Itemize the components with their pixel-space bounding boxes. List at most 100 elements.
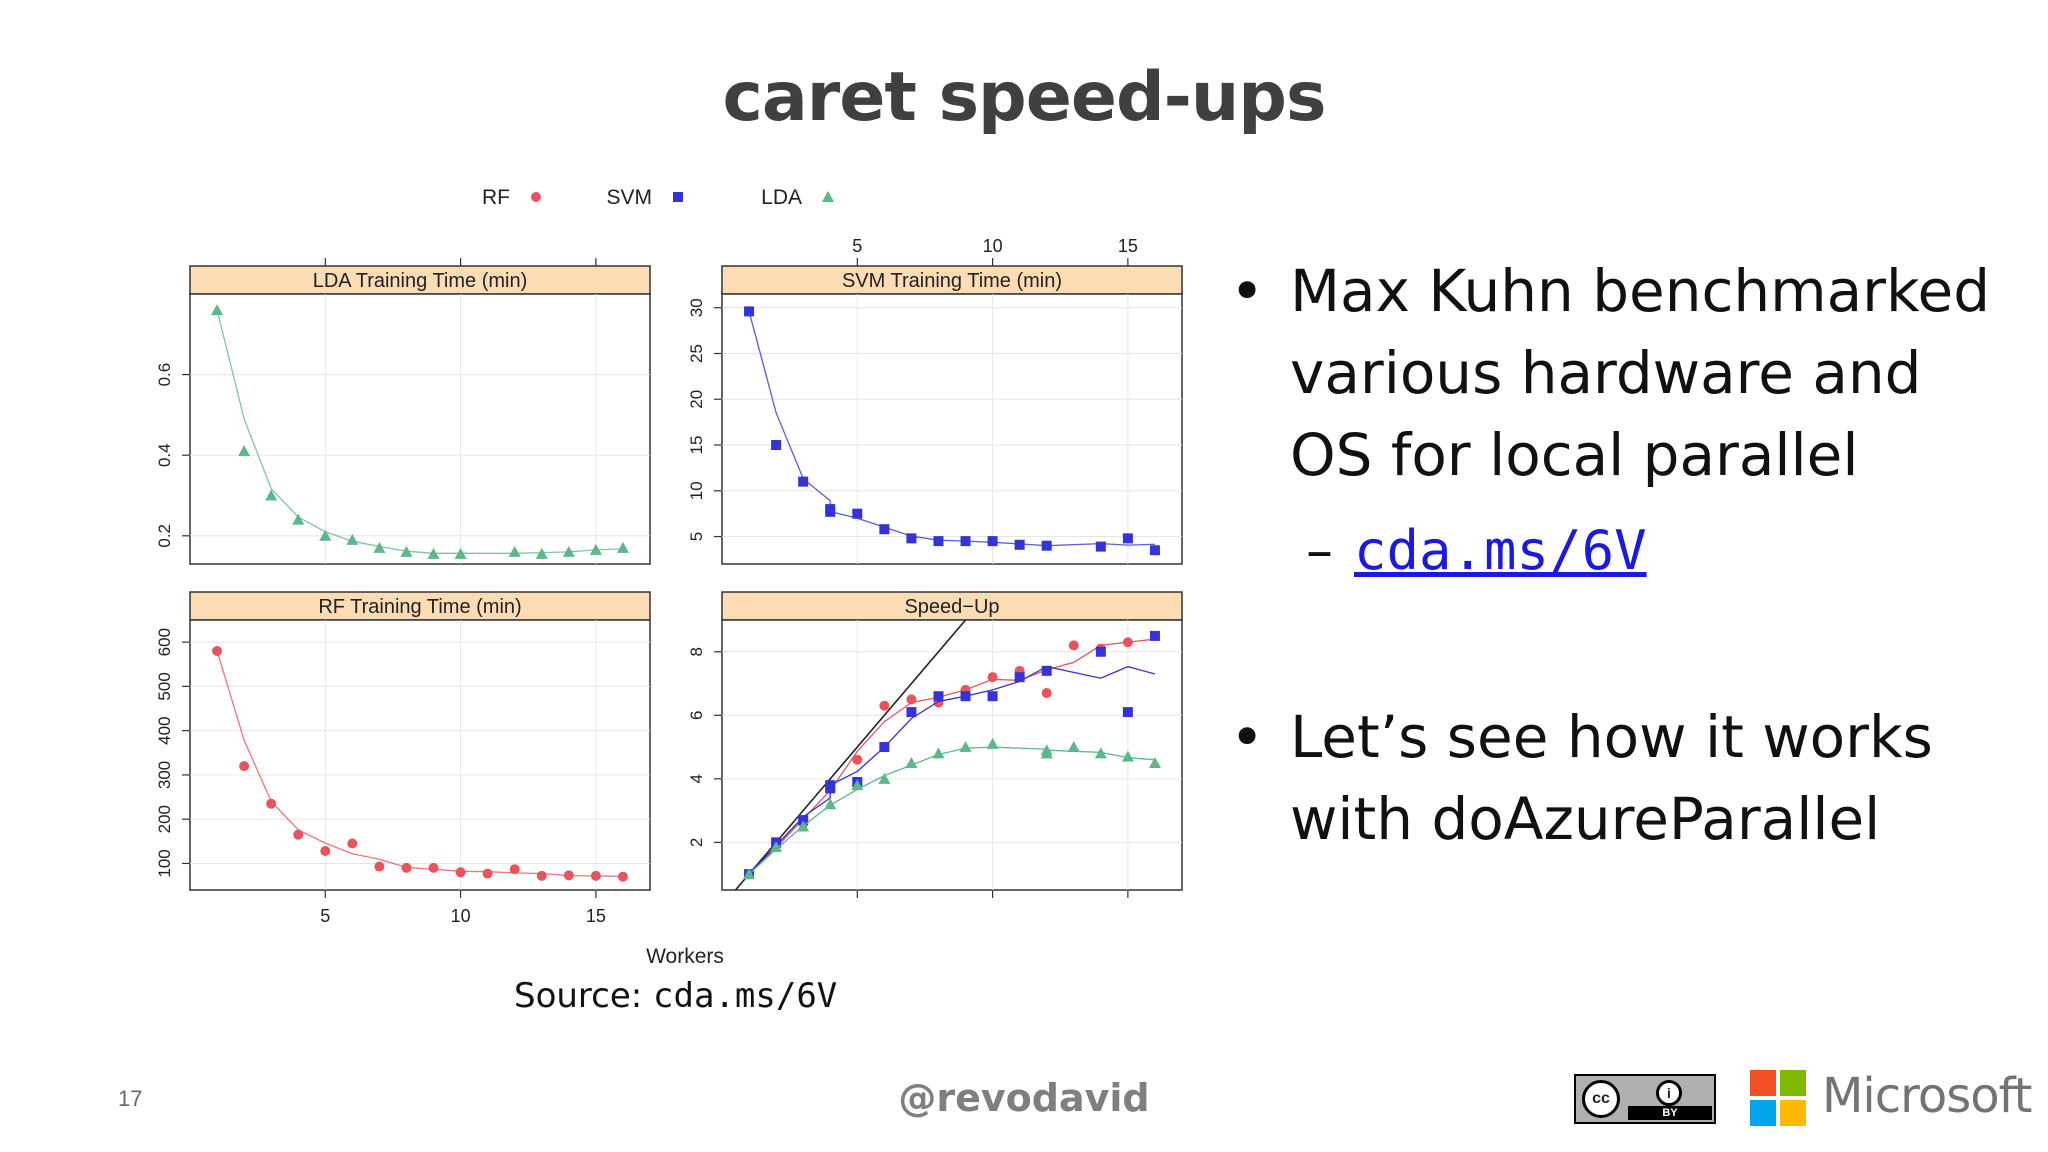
data-point [266,798,277,809]
bullet-list: • Max Kuhn benchmarked various hardware … [1230,250,2020,860]
data-point [1040,747,1053,759]
data-point [239,761,250,772]
logo-square [1780,1100,1806,1126]
data-point [617,871,628,882]
y-tick-label: 500 [155,672,174,700]
data-point [960,691,971,702]
panel-title: SVM Training Time (min) [842,270,1062,292]
data-point [1149,630,1160,641]
data-point [932,747,945,759]
data-point [905,756,918,768]
data-point [1122,637,1133,648]
source-label: Source: [514,976,654,1016]
series-line [748,638,1155,875]
logo-square [1750,1070,1776,1096]
data-point [825,506,836,517]
data-point [743,868,756,880]
data-point [536,870,547,881]
y-tick-label: 8 [687,647,706,656]
data-point [824,798,837,810]
cc-by-license-icon: cc i BY [1574,1074,1716,1124]
sub-bullet-dash: – [1306,519,1333,582]
benchmark-link[interactable]: cda.ms/6V [1354,519,1647,582]
data-point [798,815,809,826]
data-point [1068,640,1079,651]
speedup-figure: RF SVM LDA LDA Training Time (min) 0.2 0.4 0.6… [155,186,1183,968]
data-point [238,445,251,457]
legend-marker [822,191,834,202]
cc-icon: cc [1582,1080,1620,1118]
data-point [770,841,783,853]
twitter-handle: @revodavid [898,1076,1150,1120]
y-tick-label: 2 [687,838,706,847]
data-point [852,754,863,765]
y-tick-label: 0.6 [155,363,174,387]
data-point [508,545,521,557]
data-point [797,820,810,832]
x-tick-label: 5 [852,236,862,256]
data-point [401,862,412,873]
series-line [748,311,1155,547]
data-point [879,524,890,535]
data-point [563,870,574,881]
data-point [428,862,439,873]
y-tick-label: 6 [687,711,706,720]
y-tick-label: 15 [687,436,706,455]
panel-plot-area [734,620,1161,890]
data-point [960,536,971,547]
bullet-text: Let’s see how it works with doAzureParal… [1290,703,1933,853]
data-point [878,772,891,784]
panel-box [721,293,1183,565]
source-link[interactable]: cda.ms/6V [653,976,838,1016]
data-point [906,694,917,705]
data-point [1121,750,1134,762]
panel-plot-area [744,306,1160,556]
data-point [535,547,548,559]
data-point [562,545,575,557]
y-tick-label: 25 [687,344,706,363]
brand-name: Microsoft [1822,1068,2032,1124]
panel-title: Speed−Up [904,596,999,618]
y-tick-label: 10 [687,481,706,500]
data-point [400,545,413,557]
data-point [1148,756,1161,768]
microsoft-logo-icon [1750,1070,1806,1126]
data-point [1095,541,1106,552]
bullet-dot: • [1230,257,1265,325]
slide-number: 17 [118,1086,143,1111]
data-point [744,306,755,317]
data-point [986,737,999,749]
panel-title: LDA Training Time (min) [313,270,528,292]
x-tick-label: 10 [451,906,471,926]
data-point [933,536,944,547]
bullet-item: • Let’s see how it works with doAzurePar… [1230,696,2020,860]
data-point [1094,747,1107,759]
data-point [590,870,601,881]
data-point [1122,533,1133,544]
legend-label: SVM [606,186,652,209]
data-point [933,691,944,702]
data-point [987,691,998,702]
sub-bullet: – cda.ms/6V [1230,516,2020,586]
source-caption: Source: cda.ms/6V [514,976,837,1016]
data-point [851,779,864,791]
data-point [211,304,224,316]
y-tick-label: 100 [155,849,174,877]
data-point [292,513,305,525]
data-point [347,838,358,849]
data-point [1067,741,1080,753]
data-point [1122,707,1133,718]
data-point [482,868,493,879]
attribution-icon: i [1656,1080,1682,1106]
data-point [293,829,304,840]
data-point [319,529,332,541]
data-point [1041,688,1052,699]
x-tick-label: 5 [320,906,330,926]
data-point [1149,545,1160,556]
y-tick-label: 20 [687,390,706,409]
y-tick-label: 4 [687,774,706,783]
data-point [1095,646,1106,657]
data-point [1041,665,1052,676]
y-tick-label: 30 [687,298,706,317]
panel-title: RF Training Time (min) [318,596,521,618]
